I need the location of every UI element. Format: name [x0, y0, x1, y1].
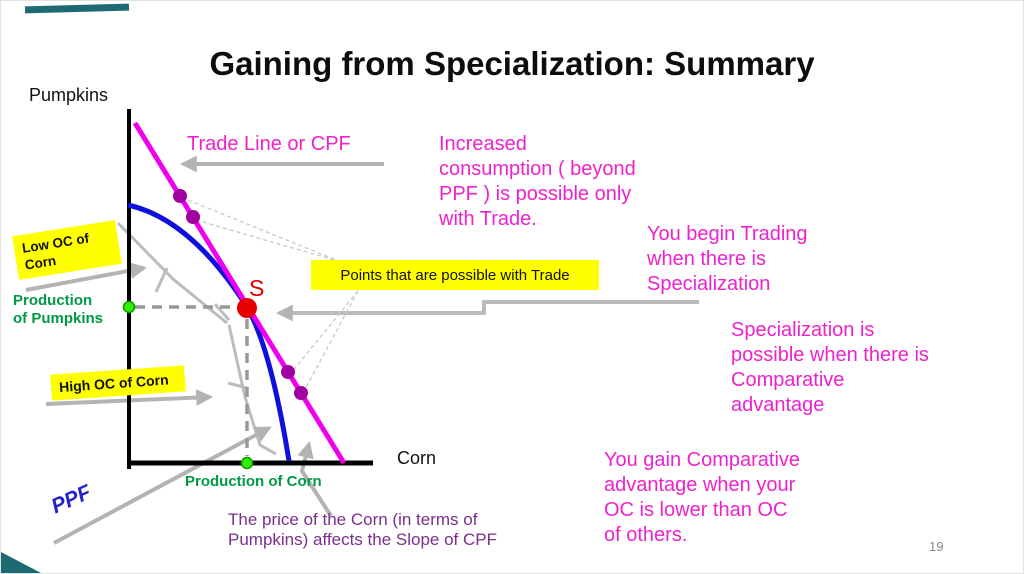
pumpkin-production-dot — [122, 300, 136, 314]
low-oc-arrow — [25, 262, 147, 292]
note-you-begin-trading: You begin Trading when there is Speciali… — [647, 223, 808, 295]
trade-line-label: Trade Line or CPF — [187, 133, 351, 155]
note-increased-consumption: Increased consumption ( beyond PPF ) is … — [439, 133, 636, 230]
cpf-trade-line — [132, 121, 347, 465]
points-leader-lines — [182, 197, 359, 394]
trade-point-dot — [281, 365, 295, 379]
trade-point-dot — [186, 210, 200, 224]
s-point-dot — [237, 298, 257, 318]
trade-point-dot — [294, 386, 308, 400]
note-specialization-possible: Specialization is possible when there is… — [731, 319, 929, 416]
slope-mark-steep — [227, 324, 277, 456]
points-possible-callout: Points that are possible with Trade — [311, 260, 599, 290]
trade-point-dot — [173, 189, 187, 203]
slide-title: Gaining from Specialization: Summary — [209, 45, 815, 82]
slope-tick-1 — [154, 267, 169, 293]
price-arrow — [297, 441, 333, 518]
y-axis-label: Pumpkins — [29, 85, 109, 105]
production-pumpkins-label: Production of Pumpkins — [13, 292, 104, 327]
page-number: 19 — [929, 539, 944, 554]
s-point-label: S — [249, 275, 265, 301]
x-axis-label: Corn — [397, 448, 437, 468]
corn-production-dot — [240, 456, 254, 470]
price-slope-note: The price of the Corn (in terms of Pumpk… — [228, 510, 497, 549]
note-you-gain-advantage: You gain Comparative advantage when your… — [604, 449, 801, 546]
trading-connector-arrow — [275, 300, 699, 322]
slope-tick-3 — [227, 381, 248, 390]
production-corn-label: Production of Corn — [185, 473, 322, 490]
slope-tick-2 — [213, 303, 231, 321]
ppf-arrow — [53, 426, 272, 545]
